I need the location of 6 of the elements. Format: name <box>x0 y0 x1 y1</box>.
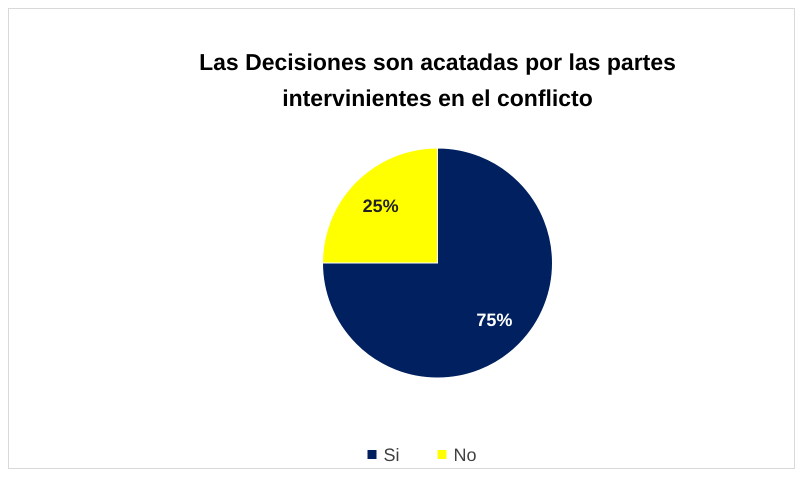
legend-label: No <box>454 445 477 465</box>
data-label: 75% <box>476 310 512 330</box>
data-label: 25% <box>362 196 399 216</box>
pie-slice <box>322 148 553 378</box>
chart-title: Las Decisiones son acatadas por las partes intervinientes en el conflicto <box>199 49 676 111</box>
legend-label: Si <box>384 445 400 465</box>
